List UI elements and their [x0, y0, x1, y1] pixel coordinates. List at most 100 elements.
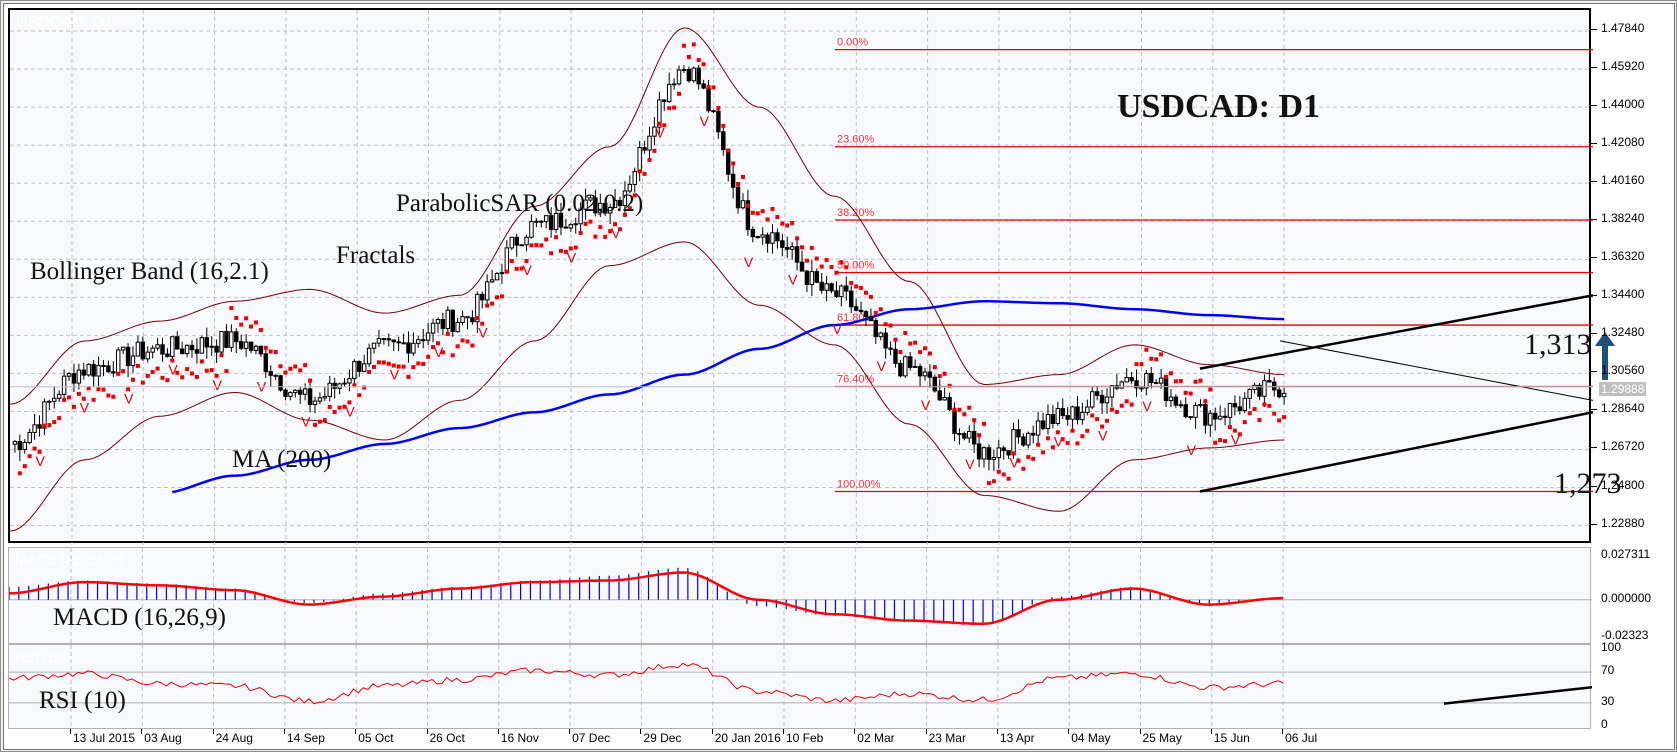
- price-tick: 1.32480: [1601, 325, 1645, 340]
- price-tick-mark: [1591, 143, 1597, 145]
- price-tick: 1.28640: [1601, 401, 1645, 416]
- target-up-label: 1,313: [1524, 328, 1592, 361]
- ma-label: MA (200): [232, 446, 332, 473]
- price-tick: 1.26720: [1601, 439, 1645, 454]
- price-tick-mark: [1591, 219, 1597, 221]
- date-tick: 13 Jul 2015: [73, 731, 136, 745]
- fractals-label: Fractals: [336, 242, 416, 269]
- price-tick: 1.30560: [1601, 363, 1645, 378]
- date-tick: 23 Mar: [928, 731, 966, 745]
- price-tick: 1.34400: [1601, 287, 1645, 302]
- date-tick-mark: [640, 729, 642, 734]
- price-tick-mark: [1591, 105, 1597, 107]
- svg-text:V: V: [390, 367, 400, 383]
- svg-text:V: V: [345, 403, 355, 419]
- up-arrow-icon: [1595, 332, 1615, 380]
- price-tick-mark: [1591, 485, 1597, 487]
- macd-ghost-label: MACD (12, 26, 9): [15, 552, 124, 568]
- date-tick-mark: [1282, 729, 1284, 734]
- date-tick: 10 Feb: [786, 731, 824, 745]
- date-tick: 03 Aug: [144, 731, 182, 745]
- current-price-tag: 1.29888: [1599, 382, 1647, 396]
- svg-text:V: V: [832, 321, 842, 337]
- date-tick-mark: [783, 729, 784, 734]
- svg-text:V: V: [1231, 432, 1241, 448]
- rsi-label: RSI (10): [39, 687, 126, 714]
- support-label: 1,273: [1554, 467, 1622, 500]
- date-tick: 16 Nov: [500, 731, 539, 745]
- svg-text:V: V: [567, 249, 577, 265]
- svg-text:0.00%: 0.00%: [837, 37, 868, 49]
- price-tick: 1.24800: [1601, 477, 1645, 492]
- svg-text:V: V: [700, 113, 710, 129]
- price-tick-mark: [1591, 409, 1597, 411]
- date-tick-mark: [426, 729, 428, 734]
- svg-text:V: V: [1054, 433, 1064, 449]
- svg-text:V: V: [1142, 398, 1152, 414]
- svg-text:V: V: [1187, 442, 1197, 458]
- price-tick-mark: [1591, 447, 1597, 449]
- price-panel[interactable]: 0.00% 23.60% 38.20% 50.00% 61.80% 76.40% 100.0…: [8, 8, 1622, 545]
- rsi-panel[interactable]: RSI (10) RSI (10): [8, 644, 1592, 730]
- svg-text:V: V: [124, 390, 134, 406]
- svg-text:100.00%: 100.00%: [837, 479, 881, 491]
- date-tick: 04 May: [1071, 731, 1111, 745]
- price-tick: 1.38240: [1601, 211, 1645, 226]
- svg-text:V: V: [80, 400, 90, 416]
- svg-text:23.60%: 23.60%: [837, 134, 875, 146]
- price-chart: 0.00%23.60%38.20%50.00%61.80%76.40%100.0…: [10, 10, 1593, 545]
- date-tick: 06 Jul: [1285, 731, 1318, 745]
- price-tick: 1.36320: [1601, 249, 1645, 264]
- date-tick-mark: [996, 729, 998, 734]
- svg-text:V: V: [744, 254, 754, 270]
- price-tick-mark: [1591, 257, 1597, 259]
- svg-text:V: V: [478, 325, 488, 341]
- date-tick: 25 May: [1142, 731, 1182, 745]
- price-tick: 1.44000: [1601, 97, 1645, 112]
- date-tick-mark: [1068, 729, 1070, 734]
- date-tick-mark: [1210, 729, 1212, 734]
- bollinger-label: Bollinger Band (16,2.1): [30, 258, 269, 285]
- date-tick-mark: [711, 729, 713, 734]
- svg-text:V: V: [611, 225, 621, 241]
- rsi-tick: 100: [1601, 640, 1622, 654]
- window-ghost-title: USDCAD, D1: [16, 14, 113, 31]
- date-tick: 20 Jan 2016: [714, 731, 781, 745]
- price-tick-mark: [1591, 371, 1597, 373]
- svg-text:V: V: [921, 397, 931, 413]
- date-tick: 02 Mar: [857, 731, 895, 745]
- price-tick: 1.22880: [1601, 515, 1645, 530]
- price-tick-mark: [1591, 295, 1597, 297]
- macd-panel[interactable]: MACD (12, 26, 9) MACD (16,26,9): [8, 547, 1592, 645]
- price-tick-mark: [1591, 67, 1597, 69]
- macd-label: MACD (16,26,9): [53, 604, 226, 631]
- parabolic-sar-label: ParabolicSAR (0.02,0.2): [396, 190, 644, 217]
- svg-text:V: V: [788, 272, 798, 288]
- date-tick-mark: [70, 729, 71, 734]
- svg-text:V: V: [434, 344, 444, 360]
- date-tick-mark: [925, 729, 927, 734]
- date-tick: 24 Aug: [215, 731, 253, 745]
- svg-text:V: V: [213, 377, 223, 393]
- date-tick: 13 Apr: [999, 731, 1035, 745]
- rsi-ghost-label: RSI (10): [15, 649, 68, 665]
- svg-text:V: V: [965, 456, 975, 472]
- date-tick-mark: [283, 729, 285, 734]
- rsi-chart: [9, 645, 1592, 730]
- macd-tick: -0.02323: [1601, 628, 1649, 642]
- rsi-tick: 70: [1601, 663, 1615, 678]
- date-tick: 14 Sep: [286, 731, 325, 745]
- date-tick: 29 Dec: [643, 731, 682, 745]
- date-tick: 07 Dec: [572, 731, 611, 745]
- date-tick: 26 Oct: [429, 731, 465, 745]
- date-tick-mark: [854, 729, 856, 734]
- svg-text:V: V: [877, 358, 887, 374]
- price-tick: 1.47840: [1601, 21, 1645, 35]
- price-tick-mark: [1591, 181, 1597, 183]
- macd-chart: [9, 548, 1592, 645]
- price-tick-mark: [1591, 523, 1597, 525]
- macd-tick: 0.000000: [1601, 590, 1652, 605]
- svg-text:V: V: [301, 414, 311, 430]
- date-tick-mark: [569, 729, 571, 734]
- date-tick-mark: [141, 729, 143, 734]
